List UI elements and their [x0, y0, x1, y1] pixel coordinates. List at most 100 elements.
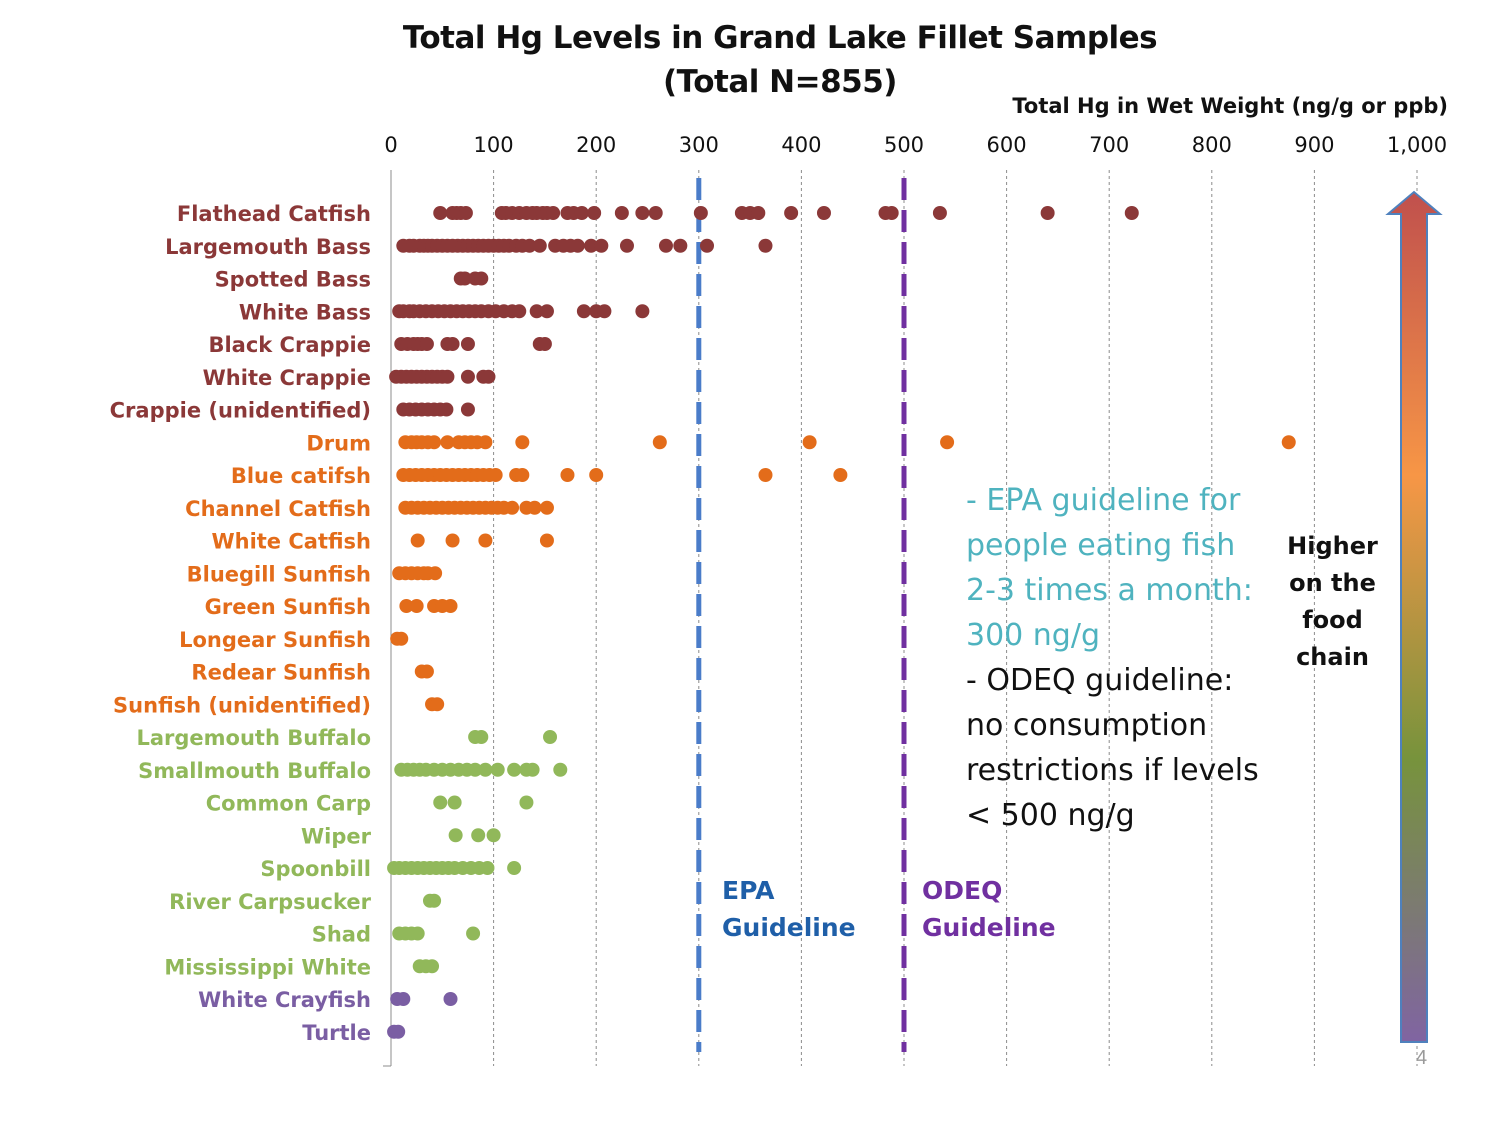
data-point [522, 238, 537, 253]
data-point [758, 468, 773, 482]
data-point [419, 664, 434, 679]
epa-label-line2: Guideline [722, 913, 856, 942]
data-point [1040, 206, 1055, 220]
data-point [505, 500, 520, 515]
y-category-label: White Crayfish [198, 988, 371, 1012]
data-point [478, 533, 493, 548]
data-point [751, 206, 766, 220]
y-category-label: Sunfish (unidentified) [113, 693, 371, 717]
data-point [587, 206, 602, 220]
data-point [525, 762, 540, 777]
odeq-label-line2: Guideline [922, 913, 1056, 942]
y-category-label: Blue catifsh [231, 464, 371, 488]
data-point [673, 238, 688, 253]
data-point [635, 304, 650, 319]
data-point [693, 206, 708, 220]
data-point [584, 238, 599, 253]
data-point [478, 762, 493, 777]
data-point [507, 762, 522, 777]
data-point [391, 1024, 406, 1039]
data-point [457, 271, 472, 286]
odeq-guideline-label: ODEQ Guideline [922, 872, 1056, 946]
data-point [539, 304, 554, 319]
data-point [515, 435, 530, 450]
data-point [410, 926, 425, 941]
data-point [507, 861, 522, 875]
data-point [440, 435, 455, 450]
data-point [427, 893, 442, 908]
data-point [447, 795, 462, 810]
x-tick-label: 100 [474, 133, 514, 157]
y-category-label: Longear Sunfish [179, 628, 371, 652]
data-point [816, 206, 831, 220]
y-category-label: Green Sunfish [205, 595, 371, 619]
data-point [460, 337, 475, 351]
y-category-label: River Carpsucker [169, 890, 371, 914]
epa-guideline-note: - EPA guideline for people eating fish 2… [966, 483, 1253, 653]
data-point [488, 468, 503, 482]
data-point [940, 435, 955, 450]
data-point [474, 730, 489, 744]
data-point [460, 402, 475, 417]
odeq-label-line1: ODEQ [922, 876, 1003, 905]
y-category-label: Spoonbill [260, 857, 371, 881]
data-point [428, 566, 443, 581]
x-tick-label: 500 [884, 133, 924, 157]
y-category-label: Spotted Bass [215, 268, 371, 292]
x-tick-label: 900 [1294, 133, 1334, 157]
data-point [532, 238, 547, 253]
x-tick-label: 0 [384, 133, 397, 157]
data-point [433, 206, 448, 220]
data-point [635, 206, 650, 220]
y-category-label: Turtle [302, 1021, 371, 1045]
data-point [560, 468, 575, 482]
data-point [480, 861, 495, 875]
epa-guideline-label: EPA Guideline [722, 872, 856, 946]
y-category-label: Bluegill Sunfish [187, 562, 371, 586]
data-point [468, 762, 483, 777]
x-tick-label: 200 [576, 133, 616, 157]
page-number: 4 [1416, 1047, 1428, 1069]
data-point [758, 238, 773, 253]
x-tick-label: 700 [1089, 133, 1129, 157]
data-point [439, 402, 454, 417]
x-tick-label: 1,000 [1387, 133, 1447, 157]
data-point [478, 435, 493, 450]
y-category-label: White Bass [239, 300, 371, 324]
chart-subtitle: (Total N=855) [663, 64, 897, 100]
data-point [614, 206, 629, 220]
data-point [539, 500, 554, 515]
data-point [443, 992, 458, 1006]
data-point [932, 206, 947, 220]
data-point [394, 631, 409, 646]
y-category-label: Drum [306, 431, 371, 455]
data-point [546, 206, 561, 220]
data-point [425, 959, 440, 974]
odeq-guideline-note: - ODEQ guideline: no consumption restric… [966, 663, 1259, 833]
y-category-label: Crappie (unidentified) [110, 399, 371, 423]
data-point [481, 369, 496, 384]
data-point [471, 828, 486, 843]
data-point [515, 468, 530, 482]
y-category-label: Largemouth Bass [165, 235, 371, 259]
data-point [1124, 206, 1139, 220]
data-point [648, 206, 663, 220]
y-category-label: Shad [312, 923, 371, 947]
data-point [419, 337, 434, 351]
data-point [576, 304, 591, 319]
data-point [448, 828, 463, 843]
y-category-label: Wiper [301, 824, 372, 848]
data-point [784, 206, 799, 220]
data-point [553, 762, 568, 777]
food-chain-arrow-icon [1385, 190, 1443, 1043]
x-axis-title: Total Hg in Wet Weight (ng/g or ppb) [1012, 94, 1448, 118]
data-point [410, 533, 425, 548]
data-point [700, 238, 715, 253]
data-point [589, 468, 604, 482]
data-point [427, 435, 442, 450]
data-point [833, 468, 848, 482]
y-category-label: Smallmouth Buffalo [138, 759, 371, 783]
data-point [458, 206, 473, 220]
data-point [396, 992, 411, 1006]
